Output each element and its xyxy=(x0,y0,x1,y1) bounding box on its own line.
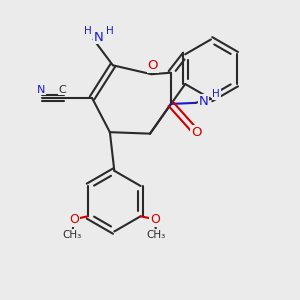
Text: O: O xyxy=(191,126,201,139)
Text: CH₃: CH₃ xyxy=(147,230,166,240)
Text: C: C xyxy=(58,85,66,95)
Text: H: H xyxy=(212,89,220,99)
Text: N: N xyxy=(199,95,208,108)
Text: N: N xyxy=(94,31,104,44)
Text: O: O xyxy=(69,213,79,226)
Text: O: O xyxy=(150,213,160,226)
Text: H: H xyxy=(84,26,92,36)
Text: N: N xyxy=(37,85,45,95)
Text: CH₃: CH₃ xyxy=(63,230,82,240)
Text: O: O xyxy=(148,59,158,72)
Text: H: H xyxy=(106,26,114,36)
